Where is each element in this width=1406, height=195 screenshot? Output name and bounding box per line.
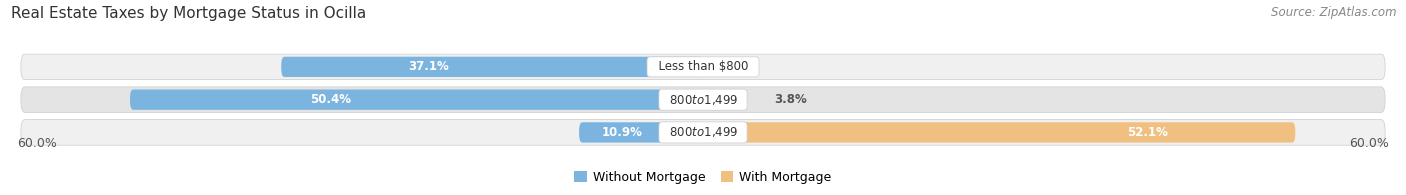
FancyBboxPatch shape [129, 90, 703, 110]
FancyBboxPatch shape [21, 87, 1385, 113]
FancyBboxPatch shape [703, 122, 1295, 143]
FancyBboxPatch shape [21, 54, 1385, 80]
Text: 50.4%: 50.4% [311, 93, 352, 106]
Text: 37.1%: 37.1% [409, 60, 450, 73]
Text: 60.0%: 60.0% [17, 137, 58, 151]
Text: 3.8%: 3.8% [775, 93, 807, 106]
Text: 52.1%: 52.1% [1126, 126, 1167, 139]
FancyBboxPatch shape [281, 57, 703, 77]
Text: Less than $800: Less than $800 [651, 60, 755, 73]
FancyBboxPatch shape [703, 90, 747, 110]
Text: Real Estate Taxes by Mortgage Status in Ocilla: Real Estate Taxes by Mortgage Status in … [11, 6, 367, 21]
Text: $800 to $1,499: $800 to $1,499 [662, 93, 744, 107]
Legend: Without Mortgage, With Mortgage: Without Mortgage, With Mortgage [569, 166, 837, 189]
Text: 60.0%: 60.0% [1348, 137, 1389, 151]
Text: 10.9%: 10.9% [602, 126, 643, 139]
FancyBboxPatch shape [579, 122, 703, 143]
FancyBboxPatch shape [21, 120, 1385, 145]
Text: $800 to $1,499: $800 to $1,499 [662, 125, 744, 139]
Text: Source: ZipAtlas.com: Source: ZipAtlas.com [1271, 6, 1396, 19]
